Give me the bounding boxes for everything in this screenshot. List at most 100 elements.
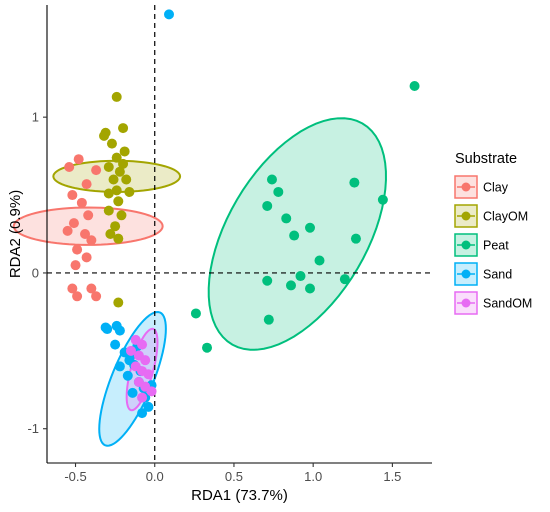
point-clay: [72, 244, 83, 255]
point-clayom: [103, 205, 114, 216]
point-peat: [262, 200, 273, 211]
points-layer: [62, 9, 420, 419]
point-clayom: [116, 210, 127, 221]
point-clayom: [106, 138, 117, 149]
point-clayom: [111, 152, 122, 163]
y-axis-ticks: -1 0 1: [27, 110, 47, 436]
point-sand: [137, 408, 148, 419]
point-peat: [377, 194, 388, 205]
point-clay: [80, 229, 91, 239]
point-peat: [266, 174, 277, 185]
point-clayom: [105, 229, 116, 239]
point-peat: [273, 186, 284, 197]
point-sand: [102, 324, 113, 335]
point-clayom: [114, 166, 125, 177]
x-axis-title: RDA1 (73.7%): [191, 487, 288, 504]
legend-key-dot-sand: [461, 269, 471, 279]
point-clay: [67, 190, 78, 201]
x-tick-label: 1.0: [304, 469, 322, 484]
point-clayom: [111, 91, 122, 102]
point-peat: [202, 342, 213, 353]
point-peat: [263, 314, 274, 325]
point-sand: [127, 387, 138, 398]
point-peat: [285, 280, 296, 291]
y-tick-label: 1: [32, 110, 39, 125]
point-clay: [72, 291, 83, 302]
point-peat: [339, 274, 350, 285]
point-clayom: [118, 158, 129, 169]
y-tick-label: -1: [27, 421, 39, 436]
legend: Substrate Clay ClayOM Peat Sand SandOM: [454, 151, 532, 315]
point-peat: [305, 283, 315, 294]
ellipse-sand: [98, 311, 167, 447]
point-clay: [83, 210, 94, 221]
point-clay: [86, 283, 97, 294]
legend-label-sandom: SandOM: [483, 297, 532, 311]
point-peat: [289, 230, 300, 241]
point-peat: [350, 233, 361, 244]
y-axis-title: RDA2 (0.9%): [7, 190, 24, 278]
legend-label-sand: Sand: [483, 268, 512, 282]
point-sand: [143, 401, 154, 412]
point-sandom: [143, 369, 154, 380]
point-peat: [295, 271, 306, 282]
point-clay: [91, 291, 102, 302]
legend-label-clay: Clay: [483, 181, 509, 195]
point-sand: [164, 9, 174, 20]
point-sand: [110, 339, 121, 350]
point-clay: [81, 252, 92, 263]
point-clayom: [99, 130, 110, 141]
point-sandom: [137, 392, 148, 403]
point-clayom: [124, 186, 135, 197]
x-tick-label: 0.0: [146, 469, 164, 484]
point-clayom: [103, 188, 114, 199]
point-sand: [122, 370, 133, 381]
point-peat: [349, 177, 360, 188]
point-clay: [70, 260, 81, 271]
point-clayom: [108, 174, 119, 185]
legend-title: Substrate: [455, 151, 517, 167]
axes: [46, 5, 432, 464]
legend-label-peat: Peat: [483, 239, 509, 253]
point-clay: [81, 179, 92, 190]
point-peat: [314, 255, 325, 266]
point-clay: [76, 197, 87, 208]
legend-key-dot-sandom: [461, 298, 471, 308]
point-clay: [91, 165, 102, 176]
point-sandom: [146, 386, 157, 397]
point-clayom: [121, 174, 132, 185]
y-tick-label: 0: [32, 265, 39, 280]
x-tick-label: 1.5: [383, 469, 401, 484]
point-peat: [281, 213, 292, 224]
point-clay: [67, 283, 78, 294]
point-clayom: [110, 221, 121, 232]
point-peat: [190, 308, 201, 319]
point-clayom: [113, 297, 124, 308]
point-clay: [68, 218, 79, 229]
legend-key-dot-clay: [461, 182, 471, 192]
point-sandom: [125, 345, 136, 356]
point-clay: [64, 162, 75, 173]
point-clay: [86, 235, 97, 246]
x-axis-ticks: -0.5 0.0 0.5 1.0 1.5: [64, 463, 401, 484]
point-clayom: [119, 146, 130, 157]
point-clayom: [113, 233, 124, 244]
point-sandom: [140, 355, 151, 366]
point-clayom: [103, 162, 114, 173]
x-tick-label: 0.5: [225, 469, 243, 484]
legend-key-dot-peat: [461, 240, 471, 250]
point-clayom: [118, 123, 129, 134]
legend-label-clayom: ClayOM: [483, 210, 528, 224]
point-sandom: [137, 339, 148, 350]
x-tick-label: -0.5: [64, 469, 86, 484]
point-clayom: [111, 185, 122, 196]
legend-key-dot-clayom: [461, 211, 471, 221]
point-sand: [114, 325, 125, 336]
point-peat: [409, 81, 420, 92]
point-clay: [73, 154, 84, 165]
point-peat: [262, 275, 273, 286]
point-sand: [114, 361, 125, 372]
point-clay: [62, 225, 73, 236]
point-peat: [305, 222, 315, 233]
